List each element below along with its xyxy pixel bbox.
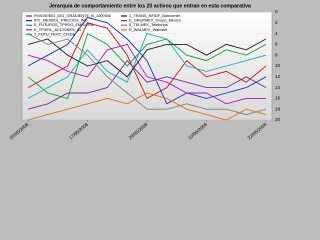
legend-label: FMX050501_DIG_GRADIENTE_B_1000000 [34,13,112,18]
legend-label: IPC_MEXBOL_PRECIOS_IND [34,18,88,23]
series-line [27,16,267,105]
legend-label: 1_TRANS_NFIDF_Bancomer [129,13,181,18]
y-tick-label: 4 [275,31,278,36]
legend-label: 7_FUTU_FEVC_Chubb [34,31,75,36]
chart: Jerarquía de comportamiento entre los 20… [8,3,281,141]
series-line [27,32,267,99]
legend-label: E_GRUPMEX_Grupo_Mexico [129,18,181,23]
series-line [27,33,267,99]
y-tick-label: 8 [275,52,278,57]
legend-label: E_FUTUROS_TPRDG_EMISORA [34,22,94,27]
y-tick-label: 14 [275,85,281,90]
y-tick-label: 12 [275,74,281,79]
y-tick-label: 0 [275,9,278,14]
y-tick-label: 18 [275,106,281,111]
y-tick-label: 20 [275,117,281,122]
series-line [27,43,266,105]
legend-label: 5_TELMEX_Telefonos [129,22,168,27]
y-tick-label: 2 [275,20,278,25]
series-line [27,59,267,110]
chart-title: Jerarquía de comportamiento entre los 20… [49,3,251,9]
legend-label: E_WALMEX_Walmart [129,27,168,32]
y-tick-label: 16 [275,96,281,101]
series-line [27,92,267,121]
series-line [27,38,267,78]
series-line [27,33,267,116]
legend-label: E_TFHEIL_ACCIONES_IN [34,27,81,32]
y-tick-label: 10 [275,63,281,68]
series-line [27,22,267,100]
y-tick-label: 6 [275,42,278,47]
